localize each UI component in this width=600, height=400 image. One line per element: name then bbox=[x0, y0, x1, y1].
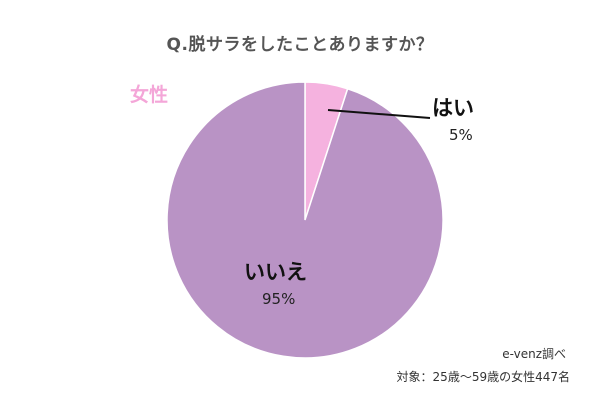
leader-line-yes bbox=[327, 109, 431, 119]
pie-slice-no bbox=[166, 81, 444, 359]
pie-slices bbox=[166, 81, 444, 359]
slice-label-yes: はい bbox=[432, 96, 474, 120]
slice-value-no: 95% bbox=[262, 290, 296, 308]
chart-title: Q.脱サラをしたことありますか？ bbox=[166, 35, 434, 55]
survey-note: 対象：25歳〜59歳の女性447名 bbox=[396, 370, 570, 384]
category-label: 女性 bbox=[130, 84, 169, 106]
source-text: e-venz調べ bbox=[502, 347, 566, 361]
slice-label-no: いいえ bbox=[244, 260, 307, 284]
slice-value-yes: 5% bbox=[449, 126, 473, 144]
